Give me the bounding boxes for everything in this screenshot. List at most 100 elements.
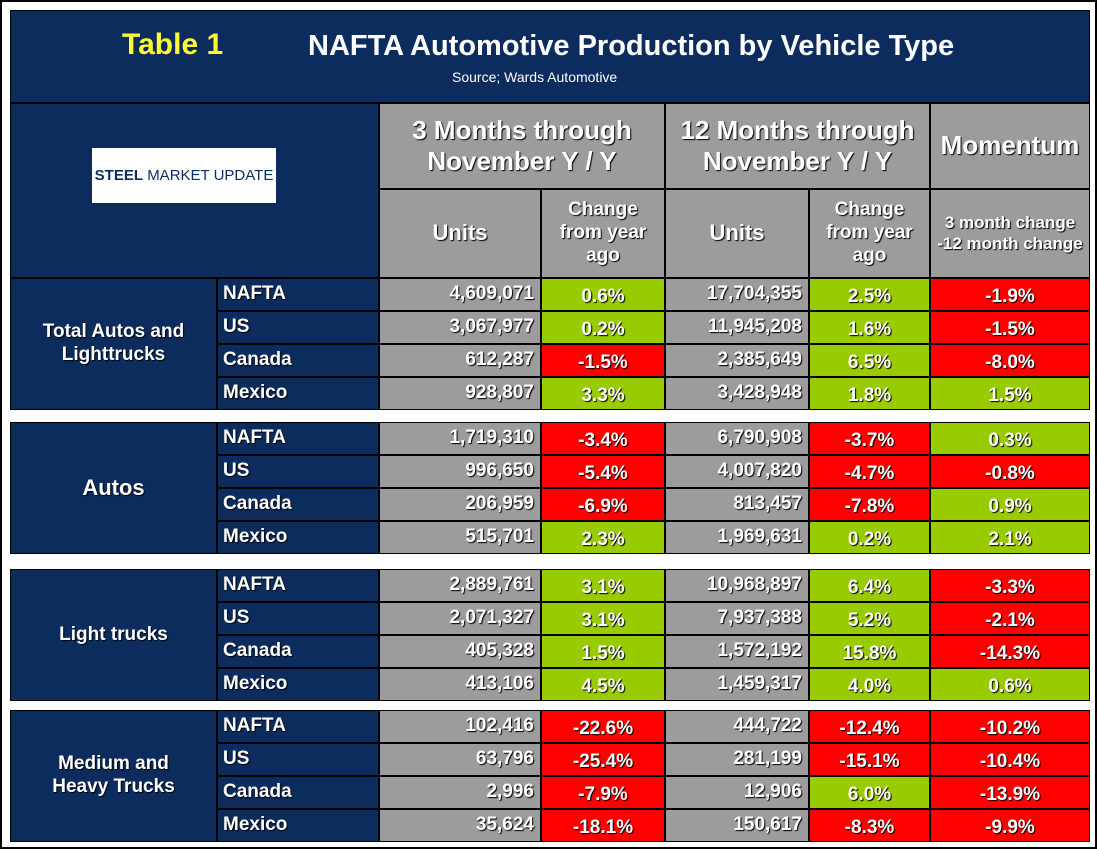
change-cell: -4.7%: [809, 455, 930, 488]
change-cell: 1.5%: [930, 377, 1090, 410]
change-cell: 4.0%: [809, 668, 930, 701]
group-label: Autos: [10, 422, 217, 554]
change-cell: 0.3%: [930, 422, 1090, 455]
change-cell: 3.1%: [541, 602, 665, 635]
change-cell: -6.9%: [541, 488, 665, 521]
change-cell: 5.2%: [809, 602, 930, 635]
change-cell: -8.0%: [930, 344, 1090, 377]
region-label: US: [217, 311, 379, 344]
change-cell: 0.2%: [541, 311, 665, 344]
units-cell: 102,416: [379, 710, 541, 743]
units-cell: 17,704,355: [665, 278, 809, 311]
header: [10, 10, 1090, 103]
source: Source; Wards Automotive: [452, 69, 618, 85]
units-cell: 1,572,192: [665, 635, 809, 668]
units-cell: 12,906: [665, 776, 809, 809]
logo-word: MARKET UPDATE: [147, 167, 274, 184]
change-cell: -5.4%: [541, 455, 665, 488]
units-cell: 3,428,948: [665, 377, 809, 410]
logo: STEEL MARKET UPDATE: [92, 148, 276, 203]
change-cell: -2.1%: [930, 602, 1090, 635]
units-cell: 928,807: [379, 377, 541, 410]
change-cell: -12.4%: [809, 710, 930, 743]
units-cell: 4,609,071: [379, 278, 541, 311]
title: NAFTA Automotive Production by Vehicle T…: [308, 30, 955, 62]
change-cell: 1.6%: [809, 311, 930, 344]
units-cell: 413,106: [379, 668, 541, 701]
region-label: Mexico: [217, 521, 379, 554]
change-cell: -1.5%: [541, 344, 665, 377]
change-cell: 2.3%: [541, 521, 665, 554]
units-cell: 996,650: [379, 455, 541, 488]
change-cell: 2.5%: [809, 278, 930, 311]
units-cell: 6,790,908: [665, 422, 809, 455]
change-cell: -3.3%: [930, 569, 1090, 602]
region-label: NAFTA: [217, 422, 379, 455]
change-cell: -13.9%: [930, 776, 1090, 809]
region-label: Mexico: [217, 809, 379, 842]
units-cell: 2,889,761: [379, 569, 541, 602]
change-cell: -1.9%: [930, 278, 1090, 311]
logo-word: STEEL: [94, 167, 144, 184]
change-cell: 0.6%: [930, 668, 1090, 701]
units-cell: 206,959: [379, 488, 541, 521]
change-cell: -10.4%: [930, 743, 1090, 776]
column-group-header: 3 Months through November Y / Y: [379, 103, 665, 189]
change-cell: 6.4%: [809, 569, 930, 602]
change-cell: -0.8%: [930, 455, 1090, 488]
region-label: Mexico: [217, 668, 379, 701]
change-cell: 2.1%: [930, 521, 1090, 554]
units-cell: 63,796: [379, 743, 541, 776]
units-cell: 2,385,649: [665, 344, 809, 377]
change-cell: 6.5%: [809, 344, 930, 377]
group-label: Medium and Heavy Trucks: [10, 710, 217, 842]
units-cell: 1,459,317: [665, 668, 809, 701]
change-cell: -18.1%: [541, 809, 665, 842]
region-label: Canada: [217, 488, 379, 521]
units-cell: 11,945,208: [665, 311, 809, 344]
column-header: Change from year ago: [541, 189, 665, 278]
change-cell: -3.7%: [809, 422, 930, 455]
column-header: Change from year ago: [809, 189, 930, 278]
group-label: Total Autos and Lighttrucks: [10, 278, 217, 410]
units-cell: 4,007,820: [665, 455, 809, 488]
change-cell: -14.3%: [930, 635, 1090, 668]
region-label: Canada: [217, 776, 379, 809]
units-cell: 150,617: [665, 809, 809, 842]
units-cell: 281,199: [665, 743, 809, 776]
change-cell: 15.8%: [809, 635, 930, 668]
region-label: Canada: [217, 635, 379, 668]
units-cell: 444,722: [665, 710, 809, 743]
units-cell: 3,067,977: [379, 311, 541, 344]
units-cell: 405,328: [379, 635, 541, 668]
change-cell: 1.5%: [541, 635, 665, 668]
change-cell: 4.5%: [541, 668, 665, 701]
region-label: NAFTA: [217, 710, 379, 743]
column-group-header: Momentum: [930, 103, 1090, 189]
units-cell: 10,968,897: [665, 569, 809, 602]
units-cell: 1,719,310: [379, 422, 541, 455]
region-label: NAFTA: [217, 278, 379, 311]
change-cell: -25.4%: [541, 743, 665, 776]
change-cell: -10.2%: [930, 710, 1090, 743]
units-cell: 35,624: [379, 809, 541, 842]
change-cell: 3.3%: [541, 377, 665, 410]
change-cell: -3.4%: [541, 422, 665, 455]
region-label: NAFTA: [217, 569, 379, 602]
table-label: Table 1: [122, 28, 224, 61]
region-label: Mexico: [217, 377, 379, 410]
change-cell: 1.8%: [809, 377, 930, 410]
change-cell: 6.0%: [809, 776, 930, 809]
units-cell: 515,701: [379, 521, 541, 554]
region-label: US: [217, 743, 379, 776]
change-cell: -7.8%: [809, 488, 930, 521]
change-cell: 3.1%: [541, 569, 665, 602]
change-cell: -9.9%: [930, 809, 1090, 842]
units-cell: 2,996: [379, 776, 541, 809]
group-label: Light trucks: [10, 569, 217, 701]
column-group-header: 12 Months through November Y / Y: [665, 103, 930, 189]
region-label: US: [217, 602, 379, 635]
change-cell: 0.2%: [809, 521, 930, 554]
change-cell: -7.9%: [541, 776, 665, 809]
